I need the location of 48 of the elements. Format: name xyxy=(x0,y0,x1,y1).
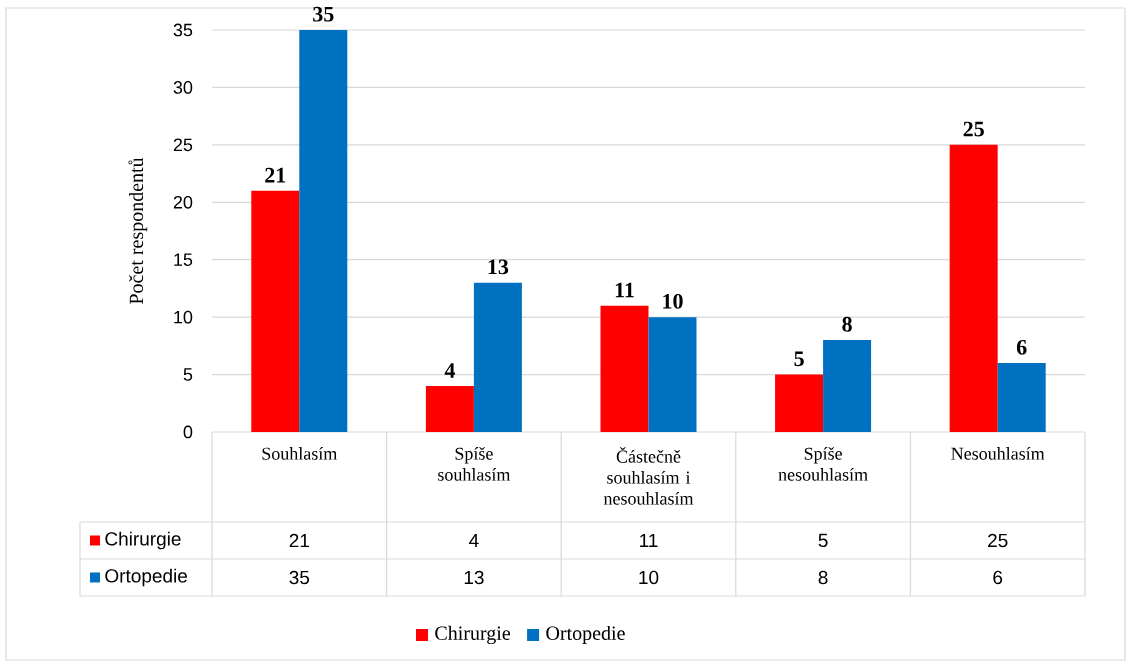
data-label: 13 xyxy=(464,570,484,585)
y-axis-title: Počet respondentů xyxy=(128,157,148,305)
text: 11 xyxy=(615,282,634,298)
data-label: 6 xyxy=(993,570,1003,585)
x-tick-label: Částečně souhlasím i nesouhlasím xyxy=(603,447,694,505)
text: Ortopedie xyxy=(546,625,625,645)
x-tick-label: Souhlasím xyxy=(262,447,338,460)
data-label: 10 xyxy=(639,570,659,585)
text: 25 xyxy=(963,121,984,137)
text: 6 xyxy=(1016,339,1027,355)
data-label: 25 xyxy=(988,533,1008,548)
x-tick-label: Spíše nesouhlasím xyxy=(778,447,868,481)
data-label: 11 xyxy=(640,533,658,548)
data-label: 35 xyxy=(289,570,310,585)
data-label: 5 xyxy=(818,533,828,548)
y-tick-label: 10 xyxy=(174,310,193,324)
bar xyxy=(299,29,348,432)
data-label: 4 xyxy=(469,533,479,548)
bar xyxy=(600,305,649,432)
data-label: 8 xyxy=(818,570,828,585)
bar xyxy=(251,190,300,432)
text: 5 xyxy=(794,351,804,367)
bar xyxy=(823,340,872,432)
bar xyxy=(949,144,998,432)
data-label: 21 xyxy=(289,533,309,548)
text: 35 xyxy=(313,6,334,22)
legend-label: Chirurgie xyxy=(105,531,181,550)
y-tick-label: 0 xyxy=(183,425,193,439)
bar xyxy=(775,374,824,432)
y-tick-label: 5 xyxy=(183,368,193,381)
bar xyxy=(425,386,474,432)
text: 8 xyxy=(842,316,852,332)
text: 13 xyxy=(488,259,509,275)
bar xyxy=(648,317,697,432)
text: 10 xyxy=(663,293,683,309)
text: Chirurgie xyxy=(435,625,511,645)
y-tick-label: 25 xyxy=(173,138,193,152)
legend-label: Ortopedie xyxy=(105,568,187,587)
x-tick-label: Nesouhlasím xyxy=(951,447,1045,460)
bar xyxy=(997,363,1046,432)
y-tick-label: 30 xyxy=(173,81,193,94)
y-tick-label: 35 xyxy=(173,23,193,37)
x-tick-label: Spíše souhlasím xyxy=(438,447,511,481)
y-tick-label: 20 xyxy=(173,195,193,209)
y-tick-label: 15 xyxy=(174,253,193,266)
bar xyxy=(473,282,522,432)
text: 21 xyxy=(265,167,286,183)
text: 4 xyxy=(444,363,455,378)
